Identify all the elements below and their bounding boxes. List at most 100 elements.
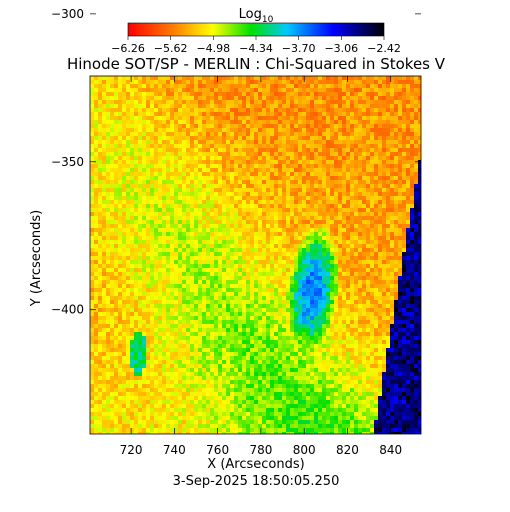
heatmap-cell [358,228,362,232]
heatmap-cell [362,284,366,288]
heatmap-cell [110,220,114,224]
heatmap-cell [386,296,390,300]
heatmap-cell [298,132,302,136]
heatmap-cell [102,196,106,200]
heatmap-cell [134,180,138,184]
heatmap-cell [262,84,266,88]
heatmap-cell [202,204,206,208]
heatmap-cell [386,144,390,148]
heatmap-cell [130,188,134,192]
heatmap-cell [306,116,310,120]
heatmap-cell [142,256,146,260]
heatmap-cell [270,216,274,220]
heatmap-cell [206,208,210,212]
heatmap-cell [110,136,114,140]
heatmap-cell [250,232,254,236]
heatmap-cell [322,304,326,308]
heatmap-cell [306,152,310,156]
heatmap-cell [178,300,182,304]
heatmap-cell [154,208,158,212]
heatmap-cell [250,176,254,180]
heatmap-cell [286,248,290,252]
heatmap-cell [218,212,222,216]
heatmap-cell [222,216,226,220]
heatmap-cell [406,264,410,268]
heatmap-cell [186,312,190,316]
heatmap-cell [278,156,282,160]
heatmap-cell [98,140,102,144]
heatmap-cell [394,236,398,240]
heatmap-cell [350,124,354,128]
heatmap-cell [166,172,170,176]
heatmap-cell [202,152,206,156]
heatmap-cell [386,160,390,164]
heatmap-cell [382,216,386,220]
heatmap-cell [174,212,178,216]
heatmap-cell [302,128,306,132]
heatmap-cell [98,136,102,140]
heatmap-cell [302,276,306,280]
heatmap-cell [266,128,270,132]
heatmap-cell [306,108,310,112]
heatmap-cell [386,112,390,116]
heatmap-cell [234,268,238,272]
heatmap-cell [234,264,238,268]
heatmap-cell [138,136,142,140]
heatmap-cell [186,248,190,252]
heatmap-cell [254,224,258,228]
heatmap-cell [266,172,270,176]
heatmap-cell [174,156,178,160]
heatmap-cell [318,192,322,196]
heatmap-cell [246,204,250,208]
heatmap-cell [338,304,342,308]
heatmap-cell [286,224,290,228]
heatmap-cell [278,312,282,316]
heatmap-cell [174,204,178,208]
heatmap-cell [362,272,366,276]
heatmap-cell [358,128,362,132]
heatmap-cell [354,312,358,316]
heatmap-cell [242,244,246,248]
heatmap-cell [270,132,274,136]
heatmap-cell [278,288,282,292]
heatmap-cell [346,112,350,116]
heatmap-cell [370,220,374,224]
heatmap-cell [130,196,134,200]
heatmap-cell [154,256,158,260]
heatmap-cell [366,160,370,164]
heatmap-cell [194,168,198,172]
heatmap-cell [314,88,318,92]
heatmap-cell [134,76,138,80]
heatmap-cell [374,84,378,88]
heatmap-cell [230,284,234,288]
heatmap-cell [266,184,270,188]
heatmap-cell [254,208,258,212]
heatmap-cell [246,176,250,180]
heatmap-cell [142,192,146,196]
heatmap-cell [206,232,210,236]
heatmap-cell [102,88,106,92]
heatmap-cell [346,96,350,100]
heatmap-cell [286,304,290,308]
heatmap-cell [386,192,390,196]
heatmap-cell [314,252,318,256]
heatmap-cell [186,96,190,100]
heatmap-cell [142,204,146,208]
heatmap-cell [374,100,378,104]
heatmap-cell [146,112,150,116]
heatmap-cell [282,80,286,84]
heatmap-cell [146,140,150,144]
heatmap-cell [234,232,238,236]
heatmap-cell [158,280,162,284]
heatmap-cell [342,208,346,212]
heatmap-cell [130,200,134,204]
heatmap-cell [118,224,122,228]
heatmap-cell [202,232,206,236]
heatmap-cell [186,204,190,208]
heatmap-cell [166,292,170,296]
heatmap-cell [326,108,330,112]
heatmap-cell [354,296,358,300]
heatmap-cell [118,204,122,208]
heatmap-cell [402,120,406,124]
heatmap-cell [258,80,262,84]
